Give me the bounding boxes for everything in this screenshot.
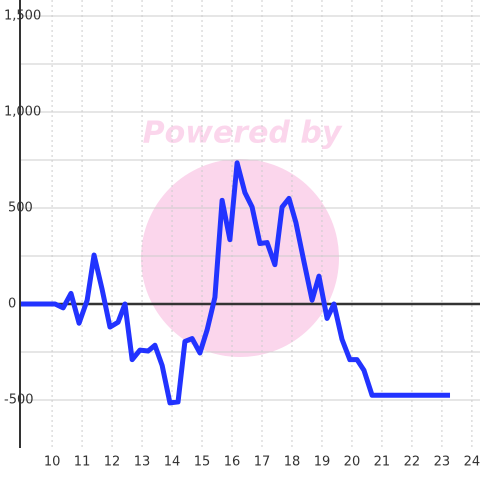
y-tick-label: 1,000 <box>4 105 41 120</box>
y-tick-label: 1,500 <box>4 9 41 24</box>
watermark-logo <box>141 159 339 357</box>
line <box>20 160 451 406</box>
y-tick-label: 0 <box>8 297 16 312</box>
x-tick-label: 10 <box>44 455 61 470</box>
x-tick-label: 15 <box>194 455 211 470</box>
x-tick-label: 20 <box>344 455 361 470</box>
x-tick-label: 17 <box>254 455 271 470</box>
x-tick-label: 18 <box>284 455 301 470</box>
x-tick-label: 23 <box>434 455 451 470</box>
x-tick-label: 14 <box>164 455 181 470</box>
x-tick-label: 22 <box>404 455 421 470</box>
y-tick-label: -500 <box>4 393 34 408</box>
x-tick-label: 13 <box>134 455 151 470</box>
x-tick-label: 16 <box>224 455 241 470</box>
y-tick-label: 500 <box>8 201 33 216</box>
x-tick-label: 21 <box>374 455 391 470</box>
x-tick-label: 12 <box>104 455 121 470</box>
x-tick-label: 19 <box>314 455 331 470</box>
x-tick-label: 24 <box>464 455 480 470</box>
x-tick-label: 11 <box>74 455 91 470</box>
watermark: Powered by <box>143 116 343 151</box>
